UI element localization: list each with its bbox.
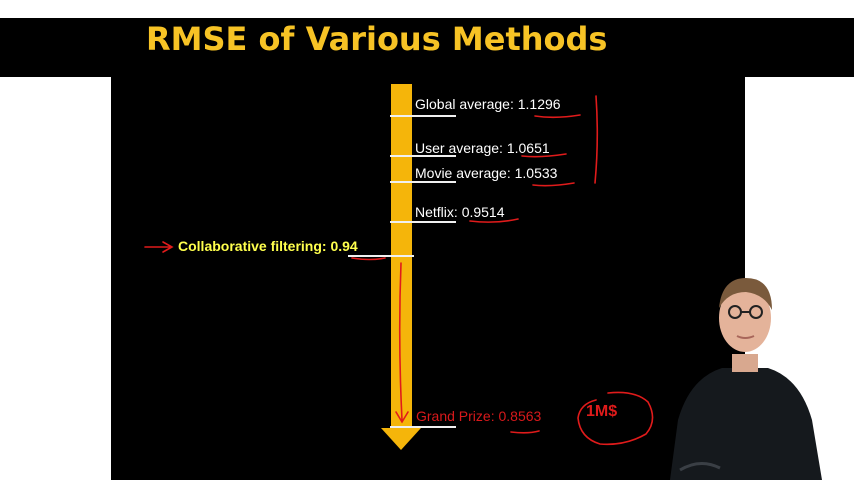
entry-grand-prize: Grand Prize: 0.8563 [416, 408, 541, 424]
bracket-line [594, 95, 599, 184]
top-bar [0, 18, 854, 77]
entry-label: Netflix: [415, 204, 458, 220]
entry-movie-average: Movie average: 1.0533 [415, 165, 557, 181]
presenter-figure [670, 278, 822, 480]
underline-user [521, 153, 567, 158]
entry-label: Movie average: [415, 165, 511, 181]
entry-netflix: Netflix: 0.9514 [415, 204, 505, 220]
down-arrow-icon [395, 262, 409, 424]
prize-annotation: 1M$ [586, 403, 618, 420]
entry-label: User average: [415, 140, 503, 156]
entry-value: 1.1296 [517, 96, 561, 112]
underline-movie [532, 182, 575, 187]
entry-value: 0.94 [330, 238, 358, 254]
entry-value: 1.0533 [514, 165, 558, 181]
entry-label: Collaborative filtering: [178, 238, 327, 254]
tick-collaborative [348, 255, 414, 257]
slide-title: RMSE of Various Methods [146, 20, 608, 58]
rmse-arrow-head [381, 428, 421, 450]
entry-value: 0.8563 [498, 408, 542, 424]
tick-netflix [390, 221, 456, 223]
pointer-arrow-icon [144, 241, 174, 253]
tick-grand-prize [390, 426, 456, 428]
underline-global [534, 114, 581, 119]
underline-collaborative [351, 257, 386, 261]
entry-collaborative-filtering: Collaborative filtering: 0.94 [178, 238, 358, 254]
entry-value: 0.9514 [461, 204, 505, 220]
entry-value: 1.0651 [506, 140, 550, 156]
underline-netflix [469, 218, 519, 223]
entry-label: Global average: [415, 96, 514, 112]
entry-label: Grand Prize: [416, 408, 495, 424]
rmse-scale-arrow [391, 84, 412, 430]
tick-movie-average [390, 181, 456, 183]
tick-user-average [390, 155, 456, 157]
circle-annotation [577, 391, 654, 446]
entry-user-average: User average: 1.0651 [415, 140, 550, 156]
tick-global-average [390, 115, 456, 117]
entry-global-average: Global average: 1.1296 [415, 96, 561, 112]
underline-grand-prize [510, 430, 540, 434]
slide-background [111, 77, 745, 480]
